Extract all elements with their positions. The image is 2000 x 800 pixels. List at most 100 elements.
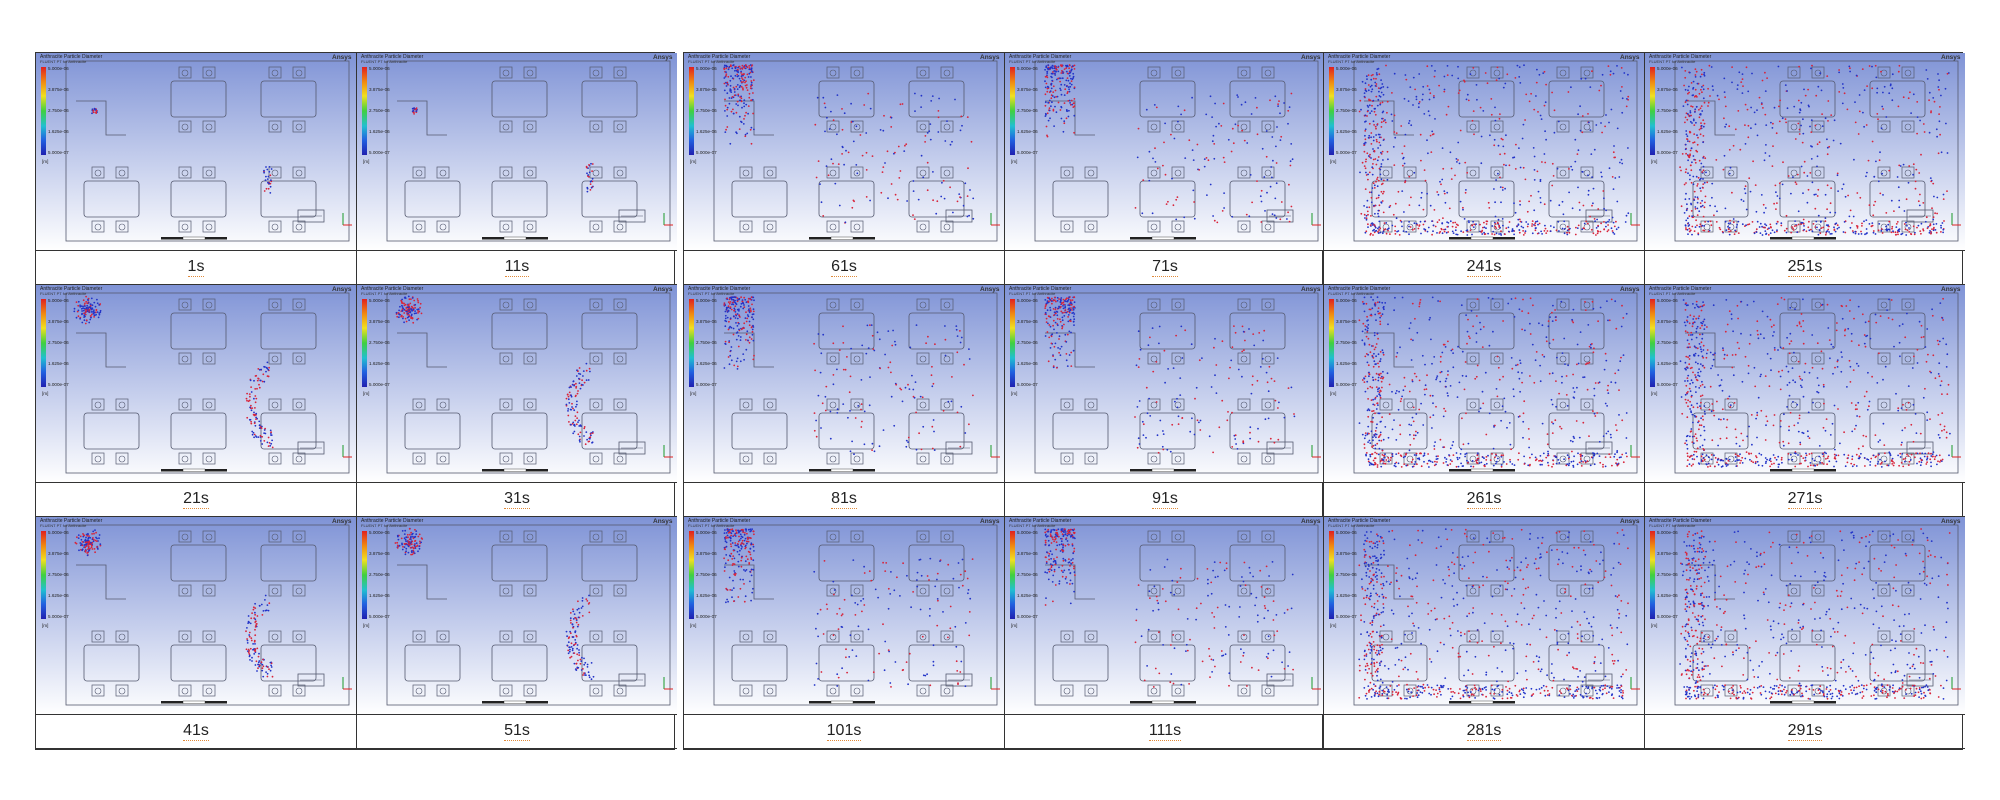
particle (1442, 167, 1445, 170)
particle (1062, 301, 1065, 304)
particle (823, 102, 826, 105)
particle (1270, 377, 1273, 380)
particle (570, 386, 572, 388)
particle (876, 331, 879, 334)
particle (1367, 173, 1369, 176)
chair (115, 398, 129, 411)
particle (407, 303, 410, 306)
chair (1147, 530, 1161, 543)
particle (1905, 198, 1908, 201)
particle (1381, 101, 1384, 104)
particle (1373, 149, 1376, 152)
particle (1174, 400, 1176, 403)
particle (259, 426, 262, 428)
particle (81, 541, 84, 543)
particle (949, 186, 951, 189)
particle (732, 587, 735, 589)
particle (1605, 221, 1607, 224)
particle (1441, 222, 1444, 224)
particle (1380, 165, 1383, 168)
particle (898, 177, 901, 179)
particle (1841, 102, 1844, 105)
chair (1171, 298, 1185, 311)
particle (1818, 141, 1821, 144)
seat-marker (181, 533, 189, 541)
particle (1211, 612, 1213, 614)
particle (1576, 227, 1579, 230)
legend-subtitle: FLUENT PT for Anthracite (1328, 59, 1375, 64)
particle (406, 310, 408, 313)
chair (202, 120, 216, 133)
table (1869, 180, 1926, 218)
particle (1522, 230, 1524, 232)
particle (1489, 134, 1491, 137)
particle (1208, 435, 1211, 438)
particle (891, 344, 894, 347)
particle (1370, 110, 1373, 112)
particle (1231, 411, 1233, 414)
particle (246, 392, 249, 395)
particle (936, 200, 939, 203)
particle (748, 310, 751, 312)
particle (94, 551, 96, 554)
particle (414, 535, 417, 538)
particle (822, 633, 825, 635)
particle (1589, 86, 1592, 88)
legend-title: Anthracite Particle Diameter (1328, 54, 1391, 60)
particle (1368, 122, 1371, 125)
seat-marker (1469, 123, 1477, 131)
legend-title: Anthracite Particle Diameter (40, 518, 103, 524)
particle (1380, 190, 1383, 193)
seat-marker (271, 301, 279, 309)
table (581, 644, 638, 682)
particle (586, 190, 589, 193)
particle (855, 125, 858, 128)
particle (1060, 105, 1063, 108)
particle (92, 540, 95, 543)
particle (955, 325, 958, 327)
particle (581, 599, 584, 602)
particle (1433, 75, 1436, 78)
particle (1196, 419, 1199, 422)
particle (1472, 226, 1475, 229)
particle (1878, 159, 1881, 162)
particle (396, 541, 399, 544)
particle (250, 422, 253, 425)
particle (852, 199, 855, 202)
particle (1910, 112, 1912, 114)
particle (750, 85, 752, 88)
particle (836, 673, 839, 676)
particle (845, 149, 847, 152)
particle (871, 442, 874, 445)
particle (841, 145, 844, 148)
particle (744, 298, 747, 301)
particle (583, 657, 585, 660)
particle (1047, 119, 1050, 122)
vent-outlet (618, 441, 646, 455)
particle (571, 649, 574, 652)
particle (897, 145, 900, 148)
particle (1071, 78, 1074, 81)
particle (959, 129, 962, 132)
particle (1418, 73, 1421, 75)
seat-marker (205, 355, 213, 363)
particle (726, 598, 728, 601)
particle (1534, 227, 1537, 230)
time-caption: 41s (36, 715, 356, 749)
particle (1047, 528, 1050, 531)
particle (743, 322, 746, 325)
particle (1049, 347, 1052, 349)
particle (1729, 219, 1731, 222)
legend-tick-label: 2.750e-06 (369, 108, 390, 113)
particle (1065, 538, 1067, 541)
particle (254, 395, 257, 397)
particle (1265, 371, 1268, 374)
particle (581, 605, 584, 608)
particle (1526, 210, 1529, 213)
particle (1377, 98, 1380, 101)
scale-bar-segment (205, 237, 227, 240)
particle (1555, 229, 1558, 232)
particle (744, 84, 747, 87)
particle (1543, 203, 1546, 206)
particle (1048, 544, 1050, 547)
